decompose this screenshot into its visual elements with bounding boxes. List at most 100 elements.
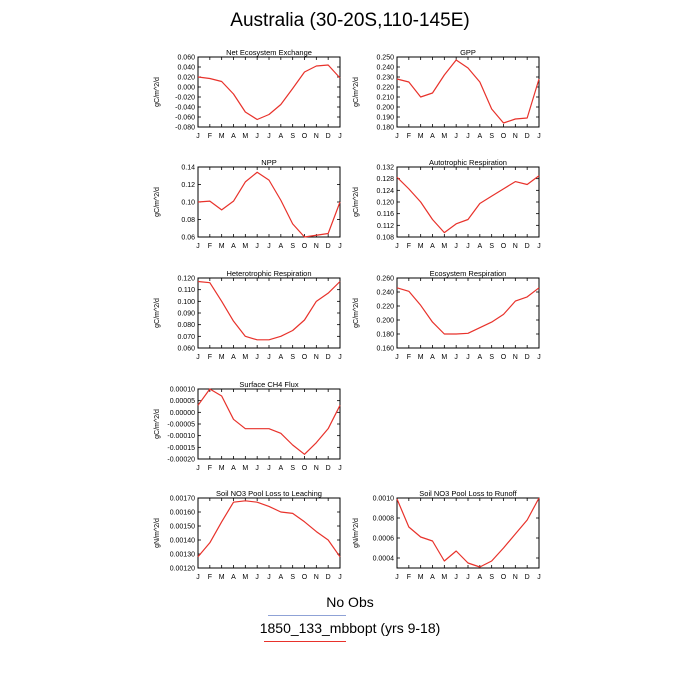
x-tick-label: M <box>219 133 225 140</box>
x-tick-label: J <box>454 574 458 581</box>
x-tick-label: J <box>466 574 470 581</box>
x-tick-label: N <box>513 243 518 250</box>
plot-frame <box>197 388 341 460</box>
y-tick-label: 0.00160 <box>170 510 195 517</box>
x-tick-label: O <box>501 243 507 250</box>
x-tick-label: J <box>454 354 458 361</box>
y-tick-label: 0.10 <box>181 200 195 207</box>
x-tick-label: J <box>255 354 258 361</box>
y-tick-label: 0.020 <box>177 75 195 82</box>
y-tick-label: 0.14 <box>181 165 195 172</box>
y-tick-label: -0.080 <box>175 125 195 132</box>
x-tick-label: F <box>208 133 212 140</box>
x-tick-label: J <box>267 133 271 140</box>
x-tick-label: M <box>418 354 424 361</box>
x-tick-label: N <box>513 133 518 140</box>
x-tick-label: N <box>314 574 319 581</box>
x-tick-label: A <box>231 133 236 140</box>
legend-model-line <box>264 641 346 642</box>
x-tick-label: J <box>196 133 200 140</box>
y-axis-label: gC/m^2/d <box>154 187 161 217</box>
series-line <box>197 500 341 558</box>
y-tick-label: 0.000 <box>177 85 195 92</box>
x-tick-label: S <box>489 574 494 581</box>
x-tick-label: O <box>302 243 308 250</box>
x-tick-label: A <box>477 133 482 140</box>
x-tick-label: D <box>326 243 331 250</box>
plot-frame <box>396 277 540 349</box>
x-tick-label: J <box>196 243 200 250</box>
y-tick-label: 0.190 <box>376 115 394 122</box>
y-tick-label: 0.240 <box>376 290 394 297</box>
x-tick-label: M <box>418 243 424 250</box>
x-tick-label: S <box>290 243 295 250</box>
x-tick-label: J <box>537 354 541 361</box>
x-tick-label: A <box>477 574 482 581</box>
x-tick-label: A <box>278 133 283 140</box>
x-tick-label: O <box>501 354 507 361</box>
y-tick-label: -0.040 <box>175 105 195 112</box>
panel-title: NPP <box>261 158 276 167</box>
panel-title: Autotrophic Respiration <box>429 158 507 167</box>
x-tick-label: D <box>326 465 331 472</box>
y-tick-label: 0.124 <box>376 188 394 195</box>
y-tick-label: 0.0006 <box>373 536 395 543</box>
x-tick-label: N <box>513 354 518 361</box>
y-tick-label: 0.00005 <box>170 398 195 405</box>
legend-obs-line <box>268 615 346 616</box>
x-tick-label: M <box>242 354 248 361</box>
y-tick-label: 0.0010 <box>373 496 395 503</box>
x-tick-label: J <box>338 465 342 472</box>
y-tick-label: 0.070 <box>177 334 195 341</box>
y-axis-label: gC/m^2/d <box>353 77 360 107</box>
legend-model-label: 1850_133_mbbopt (yrs 9-18) <box>259 620 441 636</box>
y-tick-label: 0.00150 <box>170 524 195 531</box>
x-tick-label: M <box>418 574 424 581</box>
y-tick-label: 0.00170 <box>170 496 195 503</box>
y-tick-label: 0.060 <box>177 346 195 353</box>
x-tick-label: D <box>525 243 530 250</box>
y-tick-label: 0.240 <box>376 65 394 72</box>
plot-frame <box>197 56 341 128</box>
y-tick-label: 0.220 <box>376 304 394 311</box>
x-tick-label: M <box>441 133 447 140</box>
y-tick-label: 0.08 <box>181 217 195 224</box>
y-axis-label: gC/m^2/d <box>154 77 161 107</box>
y-axis-label: gC/m^2/d <box>154 298 161 328</box>
x-tick-label: O <box>501 574 507 581</box>
legend-obs-label: No Obs <box>326 594 374 610</box>
x-tick-label: M <box>242 574 248 581</box>
y-tick-label: 0.180 <box>376 332 394 339</box>
x-tick-label: D <box>525 574 530 581</box>
x-tick-label: F <box>407 133 411 140</box>
x-tick-label: J <box>395 243 399 250</box>
y-tick-label: 0.132 <box>376 165 394 172</box>
y-tick-label: 0.112 <box>377 223 394 230</box>
x-tick-label: J <box>454 243 458 250</box>
x-tick-label: M <box>219 465 225 472</box>
x-tick-label: S <box>489 243 494 250</box>
x-tick-label: J <box>395 354 399 361</box>
x-tick-label: F <box>407 243 411 250</box>
y-tick-label: -0.060 <box>175 115 195 122</box>
figure-title: Australia (30-20S,110-145E) <box>230 10 470 31</box>
series-line <box>396 497 540 568</box>
panel-title: GPP <box>460 48 476 57</box>
y-tick-label: 0.160 <box>376 346 394 353</box>
x-tick-label: D <box>525 133 530 140</box>
x-tick-label: J <box>338 243 342 250</box>
y-tick-label: 0.12 <box>181 182 195 189</box>
y-tick-label: -0.00010 <box>167 433 195 440</box>
x-tick-label: A <box>231 465 236 472</box>
x-tick-label: S <box>290 133 295 140</box>
y-tick-label: 0.110 <box>178 287 195 294</box>
y-tick-label: 0.108 <box>376 235 394 242</box>
y-tick-label: 0.180 <box>376 125 394 132</box>
series-line <box>197 280 341 341</box>
series-line <box>197 64 341 121</box>
x-tick-label: J <box>338 133 342 140</box>
x-tick-label: M <box>242 465 248 472</box>
